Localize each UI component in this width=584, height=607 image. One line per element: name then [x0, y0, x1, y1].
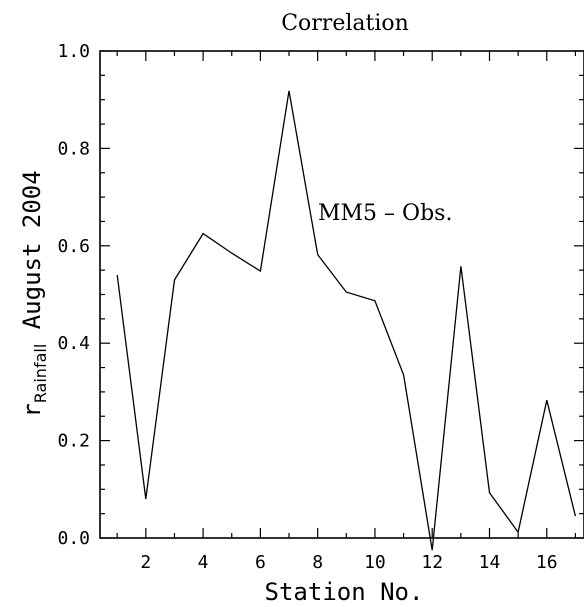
- chart-title: Correlation: [281, 11, 409, 36]
- y-axis-ticks: 0.0 0.2 0.4 0.6 0.8 1.0: [57, 41, 584, 549]
- x-axis-ticks: 2 4 6 8 10 12 14 16: [116, 51, 577, 573]
- y-tick-label: 0.0: [57, 528, 90, 549]
- x-tick-label: 12: [421, 552, 443, 573]
- x-tick-label: 2: [140, 552, 151, 573]
- y-tick-label: 0.4: [57, 333, 90, 354]
- y-axis-label-subscript: Rainfall: [31, 344, 50, 403]
- correlation-series-line: [116, 90, 577, 551]
- y-tick-label: 0.6: [57, 236, 90, 257]
- x-tick-label: 10: [364, 552, 386, 573]
- x-tick-label: 14: [479, 552, 501, 573]
- x-tick-label: 4: [198, 552, 209, 573]
- series-annotation: MM5 – Obs.: [318, 201, 452, 226]
- x-tick-label: 16: [536, 552, 558, 573]
- y-tick-label: 0.8: [57, 138, 90, 159]
- y-tick-label: 0.2: [57, 431, 90, 452]
- y-axis-label: rRainfall August 2004: [18, 170, 50, 417]
- y-tick-label: 1.0: [57, 41, 90, 62]
- x-tick-label: 8: [312, 552, 323, 573]
- x-tick-label: 6: [255, 552, 266, 573]
- x-axis-label: Station No.: [265, 578, 424, 606]
- y-axis-label-main: r: [18, 403, 46, 417]
- y-axis-label-suffix: August 2004: [18, 170, 46, 343]
